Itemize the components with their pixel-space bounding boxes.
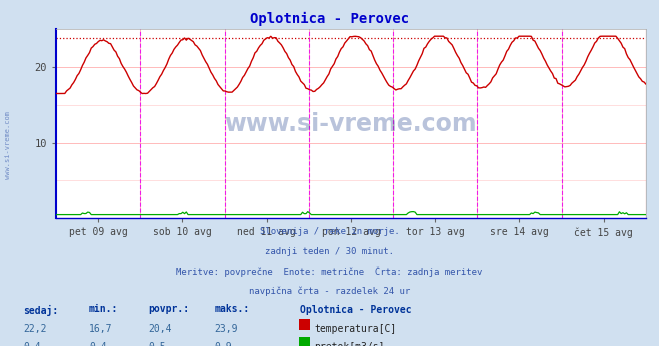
Text: pretok[m3/s]: pretok[m3/s] xyxy=(314,342,385,346)
Text: 23,9: 23,9 xyxy=(214,324,238,334)
Text: temperatura[C]: temperatura[C] xyxy=(314,324,397,334)
Text: 16,7: 16,7 xyxy=(89,324,113,334)
Text: 0,5: 0,5 xyxy=(148,342,166,346)
Text: 20,4: 20,4 xyxy=(148,324,172,334)
Text: Oplotnica - Perovec: Oplotnica - Perovec xyxy=(300,304,411,315)
Text: 22,2: 22,2 xyxy=(23,324,47,334)
Text: 0,9: 0,9 xyxy=(214,342,232,346)
Text: sedaj:: sedaj: xyxy=(23,304,58,316)
Text: Slovenija / reke in morje.: Slovenija / reke in morje. xyxy=(260,227,399,236)
Text: zadnji teden / 30 minut.: zadnji teden / 30 minut. xyxy=(265,247,394,256)
Text: maks.:: maks.: xyxy=(214,304,249,315)
Text: navpična črta - razdelek 24 ur: navpična črta - razdelek 24 ur xyxy=(249,287,410,296)
Text: min.:: min.: xyxy=(89,304,119,315)
Text: www.si-vreme.com: www.si-vreme.com xyxy=(5,111,11,179)
Text: Meritve: povprečne  Enote: metrične  Črta: zadnja meritev: Meritve: povprečne Enote: metrične Črta:… xyxy=(177,267,482,277)
Text: 0,4: 0,4 xyxy=(89,342,107,346)
Text: Oplotnica - Perovec: Oplotnica - Perovec xyxy=(250,12,409,26)
Text: povpr.:: povpr.: xyxy=(148,304,189,315)
Text: www.si-vreme.com: www.si-vreme.com xyxy=(225,112,477,136)
Text: 0,4: 0,4 xyxy=(23,342,41,346)
